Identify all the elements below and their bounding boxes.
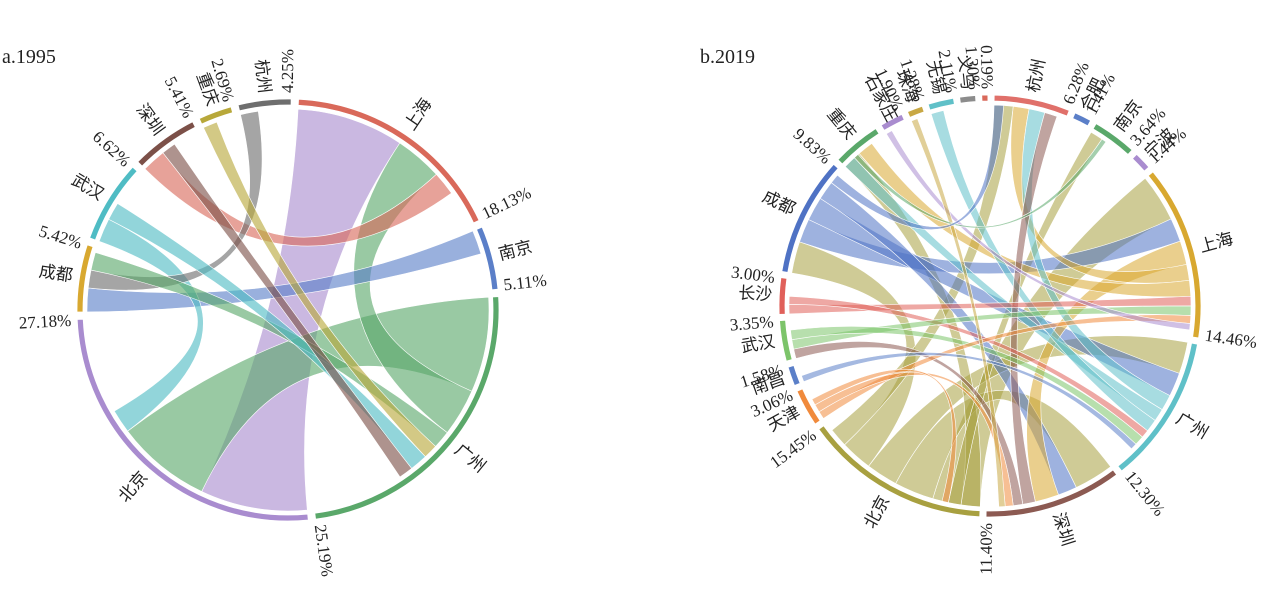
node-percentage: 1.30%	[962, 45, 984, 90]
chord-arc-天津	[796, 388, 821, 425]
chord-link-南京-成都	[86, 230, 482, 313]
node-label: 成都	[759, 187, 798, 220]
node-label: 北京	[115, 468, 152, 507]
chord-link-天津-深圳	[814, 371, 1014, 507]
chord-link-石家庄-上海	[885, 130, 1191, 331]
node-label: 上海	[401, 95, 437, 134]
chord-links-1995	[86, 108, 490, 512]
chart-title-2019: b.2019	[700, 46, 755, 68]
chord-link-深圳-广州	[162, 143, 413, 478]
chord-link-成都-杭州	[830, 104, 1004, 230]
node-percentage: 27.18%	[18, 311, 71, 333]
chord-chart-1995: a.1995 上海 18.13% 南京 5.11% 广州 25.19% 北京 27.18% 成都…	[2, 46, 548, 578]
chord-link-深圳-杭州	[1010, 112, 1058, 505]
chord-link-重庆-广州	[203, 121, 437, 458]
node-label: 杭州	[250, 58, 274, 94]
chord-arc-合肥	[1072, 112, 1092, 127]
chord-arc-深圳	[137, 121, 196, 167]
node-percentage: 6.62%	[89, 127, 134, 171]
chord-link-武汉-广州	[790, 326, 1143, 445]
chord-arcs-1995	[76, 98, 500, 522]
chord-arc-segment-18	[981, 94, 989, 102]
chord-arc-杭州	[993, 94, 1070, 117]
chart-title-1995: a.1995	[2, 46, 56, 68]
chord-arc-上海	[1147, 171, 1202, 339]
node-percentage: 12.30%	[1121, 467, 1169, 520]
chord-arc-成都	[781, 163, 839, 273]
node-percentage: 0.19%	[977, 45, 997, 89]
chord-arc-武汉	[89, 166, 138, 241]
chord-link-南昌-广州	[801, 352, 1137, 450]
chord-arc-广州	[314, 296, 500, 520]
node-percentage: 5.11%	[503, 271, 548, 295]
node-percentage: 4.25%	[278, 49, 297, 93]
node-percentage: 14.46%	[1204, 326, 1259, 352]
chord-arc-南京	[475, 226, 499, 291]
chord-link-北京-南京	[947, 131, 1103, 506]
chord-arc-北京	[76, 318, 309, 522]
chord-link-珠海-深圳	[911, 118, 1006, 508]
node-label: 深圳	[132, 100, 168, 139]
chord-arc-义乌	[959, 95, 977, 104]
chord-arc-广州	[1117, 342, 1198, 472]
node-label: 杭州	[1024, 57, 1050, 94]
node-label: 广州	[1172, 409, 1211, 444]
node-label: 长沙	[738, 284, 773, 306]
chord-arcs-2019	[778, 94, 1202, 518]
chord-arc-上海	[297, 98, 480, 224]
chord-arc-杭州	[237, 98, 292, 112]
chord-arc-重庆	[837, 128, 880, 165]
node-percentage: 3.35%	[729, 312, 774, 334]
node-label: 上海	[1197, 229, 1235, 257]
node-label: 成都	[37, 261, 74, 286]
chord-arc-成都	[76, 244, 94, 313]
node-label: 北京	[860, 493, 894, 532]
node-label: 武汉	[740, 332, 777, 357]
node-label: 武汉	[68, 170, 107, 205]
chord-arc-珠海	[906, 105, 925, 118]
chord-arc-南京	[1092, 123, 1133, 155]
chord-arc-北京	[818, 425, 981, 518]
node-label: 深圳	[1048, 510, 1077, 549]
chord-arc-石家庄	[880, 113, 905, 131]
node-percentage: 3.00%	[730, 263, 776, 287]
chord-arc-无锡	[927, 97, 955, 111]
node-percentage: 25.19%	[311, 523, 337, 578]
chord-arc-宁波	[1131, 153, 1150, 172]
chord-arc-南昌	[787, 364, 801, 386]
chord-link-重庆-南京	[853, 138, 1107, 229]
node-label: 南京	[497, 237, 535, 265]
chord-link-武汉-北京	[98, 218, 204, 432]
node-percentage: 5.41%	[161, 73, 198, 121]
chord-arc-重庆	[198, 106, 234, 125]
chord-arc-长沙	[778, 277, 788, 315]
chord-link-上海-杭州	[1010, 106, 1190, 284]
node-percentage: 11.40%	[977, 523, 996, 575]
chord-link-天津-北京	[811, 368, 957, 503]
chord-link-武汉-广州	[108, 203, 426, 469]
node-label: 广州	[450, 440, 489, 477]
node-label: 义乌	[954, 54, 978, 90]
chord-arc-武汉	[779, 319, 793, 362]
node-label: 重庆	[823, 105, 860, 144]
chord-chart-2019: b.2019 杭州 6.28%合肥1.41%南京3.64%宁波1.44%上海14.…	[700, 45, 1258, 575]
chord-arc-深圳	[985, 469, 1118, 518]
node-percentage: 9.83%	[790, 124, 835, 167]
chord-link-北京-广州	[868, 335, 1189, 484]
node-percentage: 18.13%	[479, 183, 534, 223]
chord-links-2019	[788, 104, 1192, 508]
chord-link-成都-深圳	[819, 182, 1077, 496]
node-percentage: 5.42%	[37, 221, 85, 252]
chord-link-长沙-广州	[788, 295, 1148, 438]
